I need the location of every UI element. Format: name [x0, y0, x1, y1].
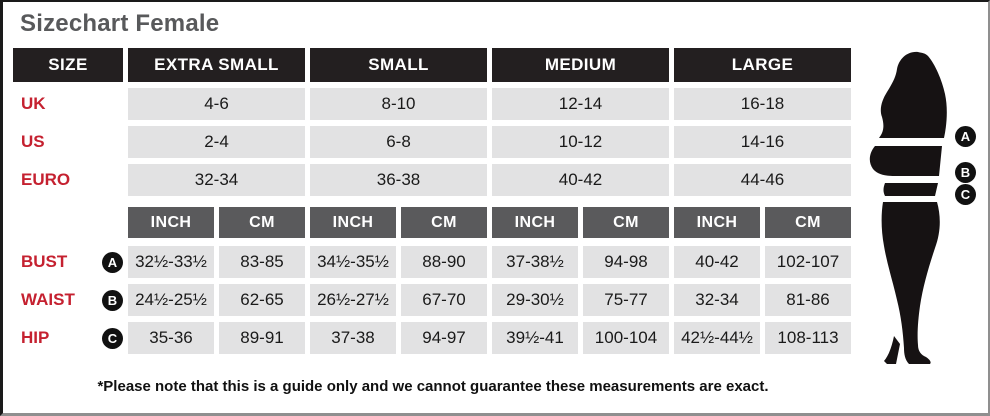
bust-badge-a-icon: A — [102, 251, 123, 273]
table-row-bust: BUST A 32½-33½ 83-85 34½-35½ 88-90 37-38… — [13, 246, 853, 278]
bust-inch-xs: 32½-33½ — [128, 246, 214, 278]
size-header-large: LARGE — [674, 48, 851, 82]
hip-badge-c-icon: C — [102, 327, 123, 349]
table-row-us: US 2-4 6-8 10-12 14-16 — [13, 126, 853, 158]
us-extra-small: 2-4 — [128, 126, 305, 158]
row-label-bust: BUST A — [13, 246, 123, 278]
us-small: 6-8 — [310, 126, 487, 158]
unit-header-row: INCH CM INCH CM INCH CM INCH CM — [13, 207, 853, 238]
figure-badge-b-icon: B — [955, 162, 976, 183]
waist-cm-m: 75-77 — [583, 284, 669, 316]
unit-header-cm-s: CM — [401, 207, 487, 238]
waist-badge-b-icon: B — [102, 289, 123, 311]
size-chart-table: SIZE EXTRA SMALL SMALL MEDIUM LARGE UK 4… — [13, 48, 853, 354]
uk-large: 16-18 — [674, 88, 851, 120]
table-row-uk: UK 4-6 8-10 12-14 16-18 — [13, 88, 853, 120]
unit-header-inch-s: INCH — [310, 207, 396, 238]
euro-large: 44-46 — [674, 164, 851, 196]
row-label-hip: HIP C — [13, 322, 123, 354]
uk-small: 8-10 — [310, 88, 487, 120]
size-header-row: SIZE EXTRA SMALL SMALL MEDIUM LARGE — [13, 48, 853, 82]
hip-cm-l: 108-113 — [765, 322, 851, 354]
waist-cm-l: 81-86 — [765, 284, 851, 316]
unit-header-cm-m: CM — [583, 207, 669, 238]
us-medium: 10-12 — [492, 126, 669, 158]
bust-cm-xs: 83-85 — [219, 246, 305, 278]
row-label-us: US — [21, 132, 45, 151]
uk-medium: 12-14 — [492, 88, 669, 120]
size-header-cell: SIZE — [13, 48, 123, 82]
measurement-figure: A B C — [842, 44, 984, 378]
row-label-waist: WAIST B — [13, 284, 123, 316]
bust-label: BUST — [21, 252, 68, 271]
bust-cm-l: 102-107 — [765, 246, 851, 278]
female-silhouette-icon — [869, 51, 947, 364]
waist-inch-s: 26½-27½ — [310, 284, 396, 316]
waist-cm-xs: 62-65 — [219, 284, 305, 316]
bust-inch-m: 37-38½ — [492, 246, 578, 278]
unit-header-inch-xs: INCH — [128, 207, 214, 238]
euro-small: 36-38 — [310, 164, 487, 196]
table-row-waist: WAIST B 24½-25½ 62-65 26½-27½ 67-70 29-3… — [13, 284, 853, 316]
hip-cm-s: 94-97 — [401, 322, 487, 354]
size-header-extra-small: EXTRA SMALL — [128, 48, 305, 82]
bust-cm-s: 88-90 — [401, 246, 487, 278]
unit-header-cm-xs: CM — [219, 207, 305, 238]
us-large: 14-16 — [674, 126, 851, 158]
hip-cm-xs: 89-91 — [219, 322, 305, 354]
footnote: *Please note that this is a guide only a… — [97, 378, 769, 395]
hip-label: HIP — [21, 328, 50, 347]
hip-inch-xs: 35-36 — [128, 322, 214, 354]
waist-cm-s: 67-70 — [401, 284, 487, 316]
unit-header-inch-m: INCH — [492, 207, 578, 238]
hip-inch-l: 42½-44½ — [674, 322, 760, 354]
row-label-euro: EURO — [21, 170, 71, 189]
row-label-uk: UK — [21, 94, 46, 113]
waist-label: WAIST — [21, 290, 75, 309]
euro-medium: 40-42 — [492, 164, 669, 196]
unit-header-spacer — [13, 207, 123, 238]
figure-badge-a-icon: A — [955, 126, 976, 147]
table-row-hip: HIP C 35-36 89-91 37-38 94-97 39½-41 100… — [13, 322, 853, 354]
hip-cm-m: 100-104 — [583, 322, 669, 354]
hip-inch-s: 37-38 — [310, 322, 396, 354]
table-row-euro: EURO 32-34 36-38 40-42 44-46 — [13, 164, 853, 196]
hip-inch-m: 39½-41 — [492, 322, 578, 354]
figure-badge-c-icon: C — [955, 184, 976, 205]
bust-cm-m: 94-98 — [583, 246, 669, 278]
unit-header-inch-l: INCH — [674, 207, 760, 238]
bust-inch-s: 34½-35½ — [310, 246, 396, 278]
size-header-medium: MEDIUM — [492, 48, 669, 82]
size-header-small: SMALL — [310, 48, 487, 82]
waist-inch-l: 32-34 — [674, 284, 760, 316]
page-title: Sizechart Female — [20, 10, 220, 37]
bust-inch-l: 40-42 — [674, 246, 760, 278]
uk-extra-small: 4-6 — [128, 88, 305, 120]
unit-header-cm-l: CM — [765, 207, 851, 238]
euro-extra-small: 32-34 — [128, 164, 305, 196]
waist-inch-xs: 24½-25½ — [128, 284, 214, 316]
waist-inch-m: 29-30½ — [492, 284, 578, 316]
